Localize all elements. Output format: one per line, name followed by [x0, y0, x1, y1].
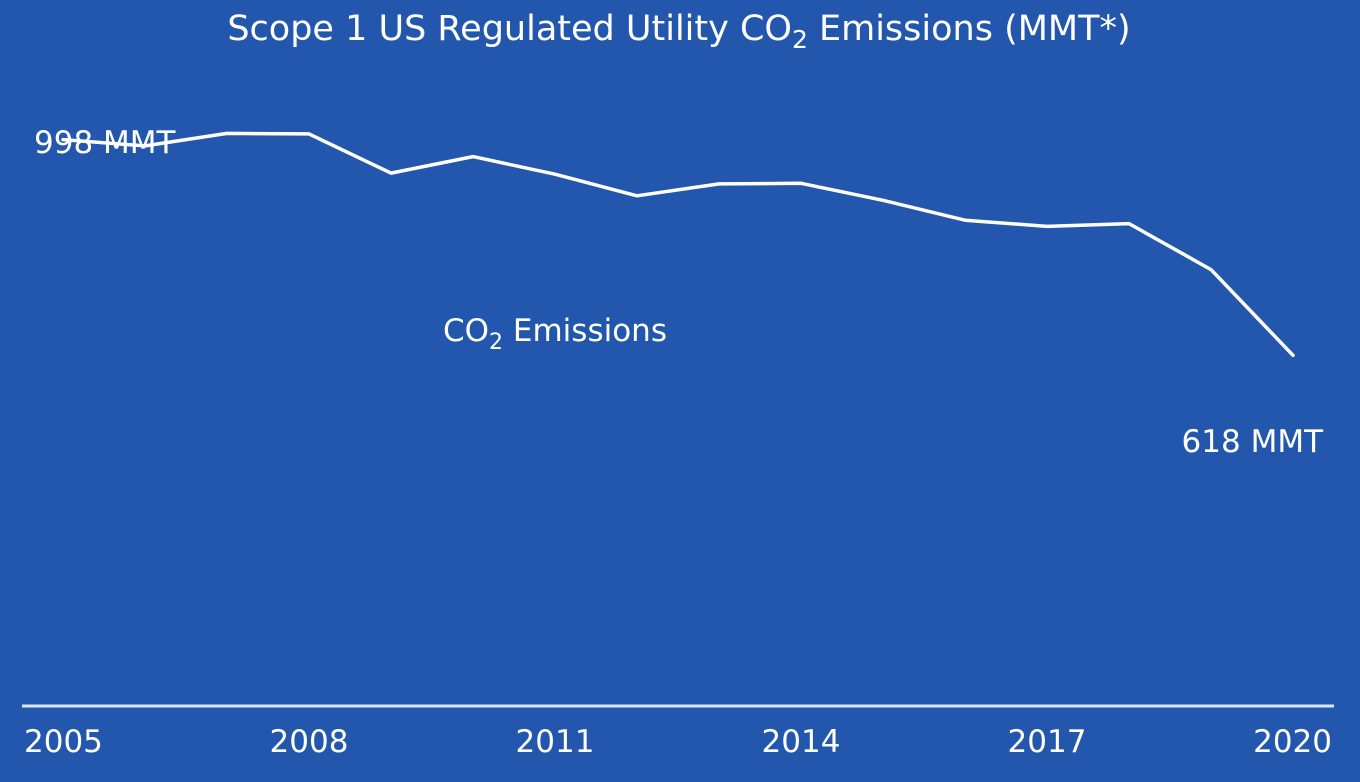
series-label-suffix: Emissions	[503, 313, 667, 349]
x-tick-labels: 2005 2008 2011 2014 2017 2020	[24, 724, 1332, 760]
end-value-label: 618 MMT	[1182, 424, 1325, 460]
chart-title-suffix: Emissions (MMT*)	[808, 9, 1131, 49]
x-tick-label: 2017	[1008, 724, 1087, 760]
series-label: CO2 Emissions	[443, 313, 667, 355]
x-tick-label: 2005	[24, 724, 103, 760]
series-group	[61, 131, 1295, 358]
x-tick-label: 2014	[762, 724, 841, 760]
x-tick-label: 2020	[1253, 724, 1332, 760]
chart-title-prefix: Scope 1 US Regulated Utility CO	[227, 9, 792, 49]
series-line-0	[61, 131, 1295, 358]
chart-title: Scope 1 US Regulated Utility CO2 Emissio…	[227, 9, 1130, 54]
series-label-prefix: CO	[443, 313, 489, 349]
series-label-subscript: 2	[489, 330, 503, 355]
chart-title-subscript: 2	[792, 25, 808, 54]
x-tick-label: 2008	[270, 724, 349, 760]
x-tick-label: 2011	[516, 724, 595, 760]
